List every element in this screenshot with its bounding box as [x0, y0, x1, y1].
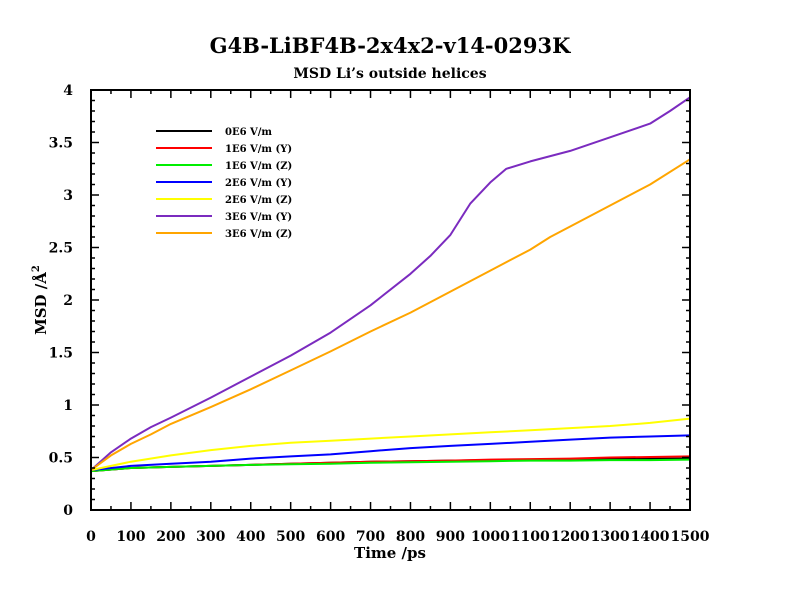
x-tick-label: 300 [196, 529, 225, 545]
x-tick-label: 1400 [631, 529, 670, 545]
x-tick-label: 100 [116, 529, 145, 545]
x-tick-label: 800 [396, 529, 425, 545]
y-tick-label: 2.5 [49, 241, 73, 257]
y-tick-label: 4 [63, 83, 73, 99]
x-tick-label: 200 [156, 529, 185, 545]
legend-label: 1E6 V/m (Z) [225, 161, 292, 172]
y-tick-label: 3 [63, 188, 73, 204]
x-tick-label: 900 [436, 529, 465, 545]
y-axis-label: MSD /Å2 [31, 265, 50, 335]
y-tick-label: 1.5 [49, 346, 73, 362]
series-line [90, 158, 691, 471]
y-axis-label-superscript: 2 [31, 265, 42, 272]
legend-label: 0E6 V/m [225, 127, 272, 138]
series-layer [90, 96, 691, 473]
x-tick-label: 1100 [511, 529, 550, 545]
legend-label: 3E6 V/m (Y) [225, 212, 292, 223]
chart-title: G4B-LiBF4B-2x4x2-v14-0293K [210, 33, 571, 58]
y-tick-label: 0 [63, 503, 73, 519]
x-tick-label: 1500 [671, 529, 710, 545]
series-line [90, 434, 691, 472]
ticks-layer [90, 89, 691, 511]
chart-subtitle: MSD Li’s outside helices [293, 66, 486, 82]
x-axis-label: Time /ps [354, 544, 426, 562]
series-line [90, 417, 691, 472]
legend-label: 2E6 V/m (Y) [225, 178, 292, 189]
x-tick-label: 1000 [471, 529, 510, 545]
x-tick-label: 0 [86, 529, 96, 545]
x-tick-label: 400 [236, 529, 265, 545]
x-tick-label: 1200 [551, 529, 590, 545]
y-axis-label-text: MSD /Å [32, 272, 50, 335]
y-tick-label: 0.5 [49, 451, 73, 467]
legend: 0E6 V/m 1E6 V/m (Y) 1E6 V/m (Z) 2E6 V/m (Y)… [156, 127, 292, 240]
y-axis-label-group: MSD /Å2 [31, 265, 50, 335]
x-tick-label: 1300 [591, 529, 630, 545]
series-line [90, 458, 691, 473]
legend-label: 2E6 V/m (Z) [225, 195, 292, 206]
x-tick-label: 700 [356, 529, 385, 545]
y-tick-label: 1 [63, 398, 73, 414]
y-tick-label: 2 [63, 293, 73, 309]
series-line [90, 96, 691, 471]
legend-label: 1E6 V/m (Y) [225, 144, 292, 155]
x-tick-label: 600 [316, 529, 345, 545]
y-tick-label: 3.5 [49, 136, 73, 152]
tick-labels-layer: 0 100 200 300 400 500 600 700 800 900 1000 1100 1200… [49, 83, 710, 545]
legend-label: 3E6 V/m (Z) [225, 229, 292, 240]
x-tick-label: 500 [276, 529, 305, 545]
